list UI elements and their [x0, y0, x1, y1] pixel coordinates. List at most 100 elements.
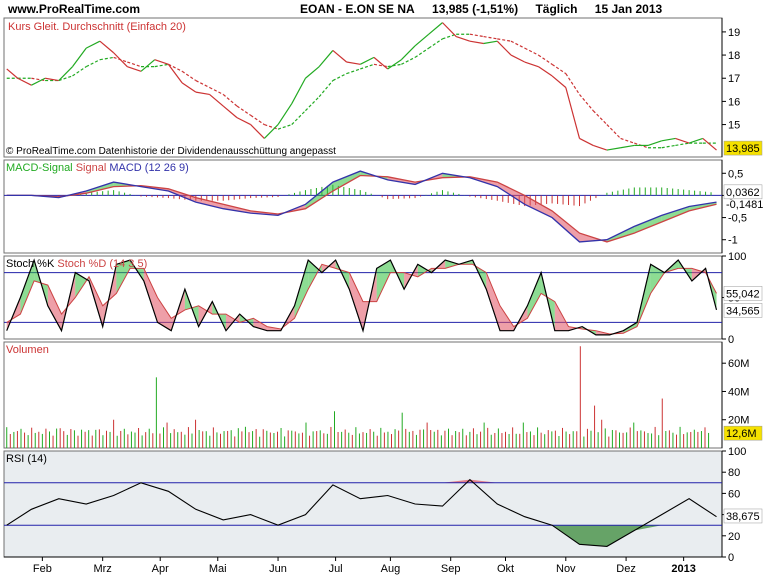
stoch-fill [294, 260, 309, 319]
stoch-tick-label: 0 [728, 334, 734, 346]
macd-signal-fill [552, 210, 580, 242]
stoch-fill [116, 260, 131, 294]
volume-last-value: 12,6M [726, 428, 757, 440]
ma-line-segment [428, 38, 443, 49]
chart-header: EOAN - E.ON SE NA 13,985 (-1,51%) Täglic… [300, 2, 676, 16]
price-line-segment [524, 61, 539, 68]
ma-line-segment [565, 73, 580, 95]
ma-line-segment [497, 38, 512, 42]
ma-line-segment [524, 47, 539, 56]
price-line-segment [387, 59, 402, 70]
instrument-name: EOAN - E.ON SE NA [300, 2, 415, 16]
stoch-fill [500, 305, 514, 331]
volume-last-value-box [723, 425, 763, 441]
price-line-segment [305, 66, 320, 79]
macd-title-part: MACD (12 26 9) [106, 162, 189, 174]
price-line-segment [455, 35, 471, 42]
price-last-value: 13,985 [726, 143, 760, 155]
price-line-segment [579, 137, 594, 146]
macd-tick-label: -0,5 [728, 213, 747, 225]
price-line-segment [675, 137, 690, 144]
price-line-segment [688, 137, 704, 144]
ma-line-segment [209, 86, 224, 95]
period-label: Täglich [535, 2, 578, 16]
stoch-fill [225, 314, 240, 331]
volume-tick-label: 20M [728, 415, 749, 427]
stoch-fill [308, 260, 322, 290]
x-month-label: Dez [616, 563, 636, 575]
ma-line-segment [661, 144, 676, 149]
ma-line-segment [483, 35, 498, 40]
price-line-segment [222, 105, 238, 119]
price-footnote: © ProRealTime.com Datenhistorie der Divi… [6, 146, 336, 157]
x-month-label: Nov [556, 563, 576, 575]
ma-line-segment [360, 63, 375, 70]
site-name: www.ProRealTime.com [8, 2, 141, 16]
ma-line-segment [675, 142, 690, 147]
stoch-title-part: Stoch %K [6, 258, 55, 270]
rsi-oversold-fill [6, 525, 717, 547]
price-line-segment [318, 50, 334, 68]
ma-line-segment [31, 77, 46, 82]
x-month-label: 2013 [671, 563, 695, 575]
date-label: 15 Jan 2013 [594, 2, 663, 16]
header-bar: www.ProRealTime.com EOAN - E.ON SE NA 13… [0, 0, 770, 18]
ma-line-segment [551, 63, 567, 75]
ma-line-segment [168, 63, 183, 72]
ma-line-segment [236, 105, 251, 116]
ma-line-segment [85, 59, 101, 68]
price-line-segment [154, 59, 169, 65]
macd-signal-fill [661, 206, 690, 222]
price-line-segment [428, 22, 443, 35]
macd-last-value: 0,0362 [726, 187, 760, 199]
ma-line-segment [58, 75, 73, 82]
stoch-fill [486, 272, 501, 331]
rsi-last-value-box [723, 508, 763, 524]
ma-line-segment [291, 110, 306, 125]
price-tick-label: 15 [728, 120, 740, 132]
stoch-fill [143, 268, 158, 323]
price-line-segment [181, 82, 197, 93]
price-line-segment [113, 52, 128, 68]
macd-tick-label: -1 [728, 235, 738, 247]
stoch-fill [376, 260, 391, 302]
ma-line-segment [620, 137, 635, 144]
volume-tick-label: 60M [728, 358, 749, 370]
stoch-fill [157, 297, 172, 331]
price-line-segment [58, 66, 73, 81]
stoch-fill [253, 318, 268, 331]
price-line-segment [647, 140, 662, 146]
stoch-fill [445, 260, 459, 269]
stoch-k-last-value: 34,565 [726, 305, 760, 317]
x-month-label: Aug [381, 563, 401, 575]
macd-last-value-box [723, 184, 763, 200]
price-last-value-box [723, 140, 763, 156]
price-line-segment [702, 138, 717, 151]
price-line-segment [250, 124, 265, 139]
panel-frame [3, 17, 723, 158]
stoch-k-line [6, 258, 718, 336]
ma-line-segment [510, 40, 525, 49]
ma-line-segment [414, 47, 430, 58]
x-month-label: Sep [441, 563, 461, 575]
price-line-segment [442, 22, 457, 37]
stoch-d-last-value-box [723, 286, 763, 301]
stoch-d-last-value: 55,042 [726, 288, 760, 300]
price-line-segment [45, 77, 59, 82]
x-month-label: Jul [329, 563, 343, 575]
price-line-segment [85, 40, 101, 49]
ma-line-segment [277, 123, 292, 130]
price-line-segment [99, 40, 115, 54]
price-line-segment [127, 66, 142, 72]
ma-line-segment [579, 94, 594, 112]
rsi-panel-title: RSI (14) [6, 453, 47, 465]
macd-signal-fill [634, 215, 662, 234]
price-line-segment [236, 117, 251, 126]
volume-tick-label: 40M [728, 386, 749, 398]
stoch-d-line [6, 263, 717, 335]
price-line-segment [620, 144, 635, 149]
price-line-segment [17, 77, 32, 86]
ma-line-segment [346, 68, 361, 75]
price-line-segment [373, 56, 389, 70]
macd-line [6, 170, 717, 243]
